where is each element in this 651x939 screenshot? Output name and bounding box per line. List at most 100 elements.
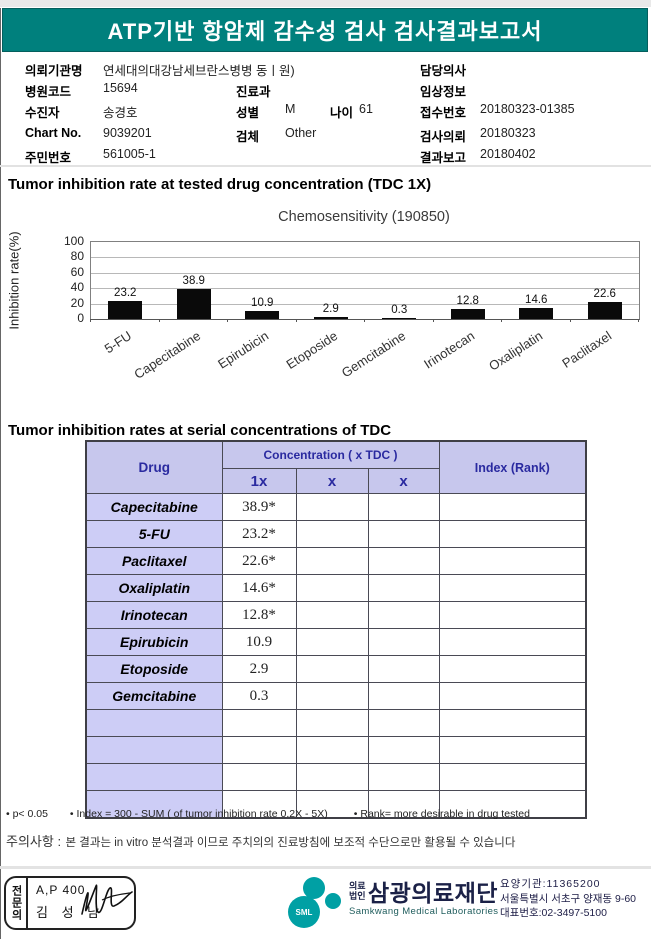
field-sex-value: M — [285, 102, 296, 116]
concentration-x2-cell — [295, 682, 369, 710]
drug-name-cell — [85, 709, 223, 737]
patient-info: 의뢰기관명 연세대의대강남세브란스병병 동ㅣ원) 담당의사 병원코드 15694… — [0, 57, 651, 167]
chart-x-label-Irinotecan: Irinotecan — [420, 328, 477, 372]
concentration-x3-cell — [367, 493, 440, 521]
field-age-value: 61 — [359, 102, 373, 116]
chart-x-axis-tick — [569, 319, 571, 322]
concentration-x2-cell — [295, 574, 369, 602]
chart-title: Chemosensitivity (190850) — [278, 209, 450, 225]
concentration-x3-cell — [367, 628, 440, 656]
contact-address: 서울특별시 서초구 양재동 9-60 — [500, 892, 637, 905]
concentration-1x-cell — [221, 790, 297, 819]
concentration-1x-cell — [221, 736, 297, 764]
chart-bar-value: 2.9 — [322, 303, 339, 315]
table-row: Etoposide 2.9 — [85, 655, 587, 683]
field-request-value: 20180323 — [480, 126, 536, 140]
chart-bar-Etoposide — [313, 317, 348, 319]
index-rank-cell — [438, 682, 587, 710]
concentration-1x-cell: 12.8* — [221, 601, 297, 629]
concentration-1x-cell — [221, 763, 297, 791]
chart-bar-value: 23.2 — [114, 287, 137, 299]
chart-bar-slot: 2.9 — [297, 242, 366, 319]
chart-bar-Oxaliplatin — [519, 308, 554, 319]
field-hospcode-value: 15694 — [103, 81, 138, 95]
chart-bar-5-FU — [108, 301, 143, 319]
concentration-x2-cell — [295, 601, 369, 629]
field-age-label: 나이 — [330, 106, 354, 120]
field-org-value: 연세대의대강남세브란스병병 동ㅣ원) — [103, 64, 295, 78]
chart-bar-Gemcitabine — [382, 318, 417, 319]
chart-y-tick-label: 20 — [70, 295, 84, 310]
concentration-x3-cell — [367, 709, 440, 737]
concentration-x3-cell — [367, 601, 440, 629]
notice-text: 본 결과는 in vitro 분석결과 이므로 주치의의 진료방침에 보조적 수… — [65, 837, 516, 849]
field-name-value: 송경호 — [103, 106, 138, 120]
table-row: Paclitaxel 22.6* — [85, 547, 587, 575]
concentration-x2-cell — [295, 736, 369, 764]
table-row: Oxaliplatin 14.6* — [85, 574, 587, 602]
chart-bar-value: 38.9 — [182, 275, 205, 287]
concentration-x3-cell — [367, 736, 440, 764]
chart-y-tick-label: 0 — [77, 311, 84, 325]
chart-bar-Paclitaxel — [587, 302, 622, 319]
drug-name-cell — [85, 763, 223, 791]
concentration-x2-cell — [295, 655, 369, 683]
concentration-x2-cell — [295, 763, 369, 791]
footnote-index-formula: • Index = 300 - SUM ( of tumor inhibitio… — [69, 808, 328, 820]
concentration-x3-cell — [367, 763, 440, 791]
chart-gridline — [91, 303, 639, 305]
drug-name-cell: Epirubicin — [85, 628, 223, 656]
chart-x-label-Capecitabine: Capecitabine — [131, 328, 203, 382]
sml-logo-icon: SML — [288, 877, 341, 928]
chart-bar-slot: 0.3 — [365, 242, 434, 319]
title-banner: ATP기반 항암제 감수성 검사 검사결과보고서 — [2, 8, 648, 52]
chart-x-label-Etoposide: Etoposide — [283, 328, 340, 373]
page-title: ATP기반 항암제 감수성 검사 검사결과보고서 — [107, 19, 543, 44]
table-row: Gemcitabine 0.3 — [85, 682, 587, 710]
drug-name-cell: Paclitaxel — [85, 547, 223, 575]
field-hospcode-label: 병원코드 — [25, 85, 72, 99]
drug-name-cell — [85, 736, 223, 764]
chart-x-axis-tick — [638, 319, 639, 322]
field-request-label: 검사의뢰 — [420, 130, 467, 144]
drug-name-cell: Capecitabine — [85, 493, 223, 521]
table-section-title: Tumor inhibition rates at serial concent… — [8, 422, 392, 439]
contact-info: 요양기관:11365200 서울특별시 서초구 양재동 9-60 대표번호:02… — [500, 877, 636, 921]
field-specimen-label: 검체 — [236, 130, 260, 144]
chart-y-tick-label: 80 — [70, 249, 84, 264]
concentration-x2-cell — [295, 790, 369, 819]
concentration-1x-cell: 38.9* — [221, 493, 297, 521]
drug-name-cell: 5-FU — [85, 520, 223, 548]
chart-x-label-5-FU: 5-FU — [102, 328, 135, 357]
field-clinical-label: 임상정보 — [420, 85, 467, 99]
chart-x-axis-tick — [90, 319, 91, 322]
stamp-code: A,P 400 — [36, 883, 86, 897]
index-rank-cell — [438, 574, 587, 602]
table-row — [85, 790, 587, 819]
drug-name-cell: Irinotecan — [85, 601, 223, 629]
col-header-concentration: Concentration ( x TDC ) — [221, 440, 440, 469]
concentration-x3-cell — [367, 574, 440, 602]
concentration-x3-cell — [367, 790, 440, 819]
results-table: Drug Concentration ( x TDC ) Index (Rank… — [85, 440, 587, 819]
chart-bar-value: 12.8 — [456, 295, 479, 307]
chart-y-axis-label: Inhibition rate(%) — [6, 231, 22, 330]
concentration-1x-cell — [221, 709, 297, 737]
field-doctor-label: 담당의사 — [420, 64, 467, 78]
concentration-x3-cell — [367, 547, 440, 575]
chart-y-tick-label: 40 — [70, 280, 84, 295]
chart-x-axis-tick — [227, 319, 228, 322]
chart-y-tick-label: 100 — [63, 234, 84, 248]
logo-entity-type: 의료 법인 — [349, 881, 366, 901]
chemosensitivity-chart: Chemosensitivity (190850) Inhibition rat… — [0, 203, 651, 415]
concentration-x2-cell — [295, 628, 369, 656]
index-rank-cell — [438, 547, 587, 575]
field-receipt-value: 20180323-01385 — [480, 102, 575, 116]
chart-bar-slot: 22.6 — [571, 242, 640, 319]
field-sex-label: 성별 — [236, 106, 260, 120]
drug-name-cell: Etoposide — [85, 655, 223, 683]
chart-x-axis-tick — [364, 319, 365, 322]
index-rank-cell — [438, 628, 587, 656]
chart-bar-slot: 10.9 — [228, 242, 297, 319]
field-org-label: 의뢰기관명 — [25, 64, 83, 78]
